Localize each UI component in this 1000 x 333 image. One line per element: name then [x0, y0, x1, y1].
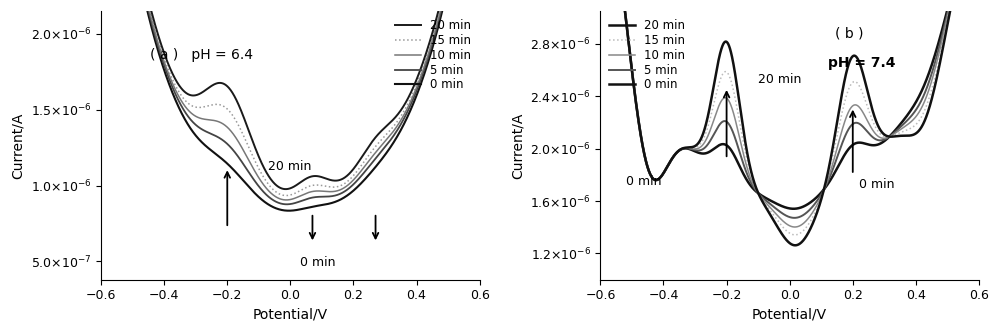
10 min [257, 181, 269, 185]
15 min [280, 193, 292, 197]
20 min [638, 149, 650, 153]
Text: 20 min: 20 min [758, 73, 802, 86]
5 min [788, 216, 800, 220]
15 min [740, 152, 752, 156]
Text: 0 min: 0 min [300, 256, 335, 269]
Legend: 20 min, 15 min, 10 min, 5 min, 0 min: 20 min, 15 min, 10 min, 5 min, 0 min [606, 17, 687, 94]
5 min [161, 71, 173, 75]
15 min [161, 63, 173, 67]
5 min [925, 74, 937, 78]
5 min [660, 167, 672, 171]
Text: 0 min: 0 min [859, 178, 895, 191]
20 min [925, 100, 937, 104]
Line: 10 min: 10 min [101, 0, 480, 200]
20 min [280, 187, 292, 191]
Y-axis label: Current/A: Current/A [510, 112, 524, 178]
Line: 15 min: 15 min [101, 0, 480, 195]
Line: 20 min: 20 min [101, 0, 480, 189]
0 min [925, 66, 937, 70]
10 min [740, 160, 752, 164]
15 min [240, 140, 252, 144]
Text: ( b ): ( b ) [835, 27, 864, 41]
10 min [756, 196, 768, 200]
Line: 20 min: 20 min [600, 0, 979, 245]
10 min [660, 167, 672, 171]
0 min [740, 176, 752, 180]
Y-axis label: Current/A: Current/A [11, 112, 25, 178]
10 min [161, 67, 173, 71]
0 min [240, 182, 252, 186]
15 min [660, 167, 672, 171]
X-axis label: Potential/V: Potential/V [752, 308, 827, 322]
20 min [257, 163, 269, 167]
20 min [240, 122, 252, 126]
10 min [789, 225, 801, 229]
5 min [281, 202, 293, 206]
0 min [257, 198, 269, 202]
0 min [638, 149, 650, 153]
10 min [925, 82, 937, 86]
20 min [161, 58, 173, 62]
20 min [756, 199, 768, 203]
Line: 10 min: 10 min [600, 0, 979, 227]
15 min [426, 38, 438, 42]
15 min [925, 90, 937, 94]
Line: 5 min: 5 min [600, 0, 979, 218]
15 min [257, 173, 269, 177]
Line: 15 min: 15 min [600, 0, 979, 235]
Legend: 20 min, 15 min, 10 min, 5 min, 0 min: 20 min, 15 min, 10 min, 5 min, 0 min [393, 17, 474, 94]
Text: ( a )   pH = 6.4: ( a ) pH = 6.4 [150, 48, 253, 63]
5 min [426, 44, 438, 48]
Line: 0 min: 0 min [101, 0, 480, 211]
15 min [638, 149, 650, 153]
5 min [756, 195, 768, 199]
10 min [426, 41, 438, 45]
20 min [789, 243, 801, 247]
Line: 0 min: 0 min [600, 0, 979, 209]
X-axis label: Potential/V: Potential/V [253, 308, 328, 322]
10 min [638, 149, 650, 153]
Text: 0 min: 0 min [626, 175, 661, 188]
15 min [789, 233, 801, 237]
0 min [161, 76, 173, 80]
Text: pH = 7.4: pH = 7.4 [828, 57, 895, 71]
10 min [280, 198, 292, 202]
5 min [740, 168, 752, 172]
20 min [740, 142, 752, 146]
0 min [756, 194, 768, 198]
20 min [426, 34, 438, 38]
0 min [283, 209, 295, 213]
5 min [257, 189, 269, 193]
15 min [756, 197, 768, 201]
5 min [240, 166, 252, 170]
0 min [426, 49, 438, 53]
0 min [660, 167, 672, 171]
10 min [240, 154, 252, 158]
0 min [788, 207, 800, 211]
20 min [660, 167, 672, 171]
Text: 20 min: 20 min [268, 161, 312, 173]
Line: 5 min: 5 min [101, 0, 480, 204]
5 min [638, 149, 650, 153]
